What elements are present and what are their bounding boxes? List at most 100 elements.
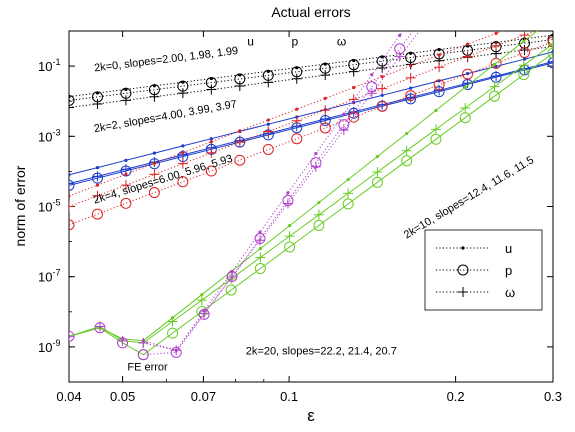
point-2k-20-omega: [366, 88, 377, 99]
point-2k-20-omega: [423, 15, 433, 25]
legend-entry-u: u: [436, 241, 512, 256]
point-2k-10-p: [284, 241, 296, 253]
y-axis-label: norm of error: [12, 165, 28, 246]
point-2k-10-p: [371, 176, 383, 188]
point-2k-10-u: [463, 85, 467, 90]
point-2k-10-u: [434, 108, 438, 113]
annotation-ann-k0: 2k=0, slopes=2.00, 1.98, 1.99: [94, 45, 239, 75]
annotation-hdr-w: ω: [337, 35, 346, 49]
legend-box: [424, 229, 543, 311]
annotation-ann-k2: 2k=2, slopes=4.00, 3.99, 3.97: [93, 98, 238, 135]
series-line-2k-2-u: [69, 51, 553, 176]
point-2k-0-omega: [69, 102, 74, 113]
point-2k-10-p: [401, 155, 413, 167]
point-2k-4-p: [69, 219, 75, 231]
point-2k-0-omega: [519, 45, 530, 56]
point-2k-4-p: [148, 187, 160, 199]
series-layer: [69, 15, 554, 361]
point-2k-2-u: [465, 72, 470, 76]
point-2k-4-omega: [320, 105, 331, 116]
point-2k-10-omega: [401, 145, 412, 156]
legend-marker: [458, 287, 468, 297]
point-2k-4-p: [376, 100, 388, 112]
point-2k-20-u: [370, 73, 374, 77]
point-2k-4-p: [519, 47, 531, 59]
series-line-2k-20-omega: [175, 31, 420, 351]
point-2k-2-u: [209, 137, 213, 141]
point-2k-4-p: [120, 197, 132, 209]
point-2k-4-omega: [206, 147, 217, 158]
point-2k-2-u: [124, 158, 128, 162]
point-2k-4-omega: [234, 137, 245, 148]
point-2k-4-u: [352, 85, 356, 90]
point-2k-2-u: [551, 50, 553, 54]
fe-error-line-omega: [69, 325, 144, 344]
point-2k-10-omega: [343, 188, 354, 199]
point-2k-10-omega: [460, 102, 471, 113]
x-tick-label-4: 0.2: [447, 389, 465, 404]
point-2k-4-omega: [149, 169, 160, 180]
point-2k-4-u: [380, 75, 384, 79]
point-2k-4-u: [409, 64, 413, 68]
point-2k-4-u: [295, 107, 299, 111]
series-line-2k-0-omega: [69, 45, 553, 108]
point-2k-4-u: [266, 118, 270, 122]
series-line-2k-4-u: [69, 31, 504, 197]
k20-tail-group: [143, 340, 177, 356]
x-tick-label-3: 0.1: [280, 389, 298, 404]
point-2k-20-omega: [227, 271, 238, 282]
chart-title: Actual errors: [271, 4, 350, 20]
y-tick-label-0: 10-9: [38, 338, 60, 355]
point-2k-4-p: [262, 143, 274, 155]
point-2k-10-u: [551, 17, 554, 20]
point-2k-10-u: [258, 247, 262, 251]
point-2k-4-u: [238, 129, 242, 133]
point-2k-4-omega: [120, 180, 131, 191]
point-2k-4-omega: [92, 190, 103, 201]
point-2k-4-p: [490, 57, 502, 69]
point-2k-0-omega: [377, 62, 388, 73]
point-2k-2-omega: [120, 164, 131, 175]
point-2k-4-p: [462, 68, 474, 80]
point-2k-10-p: [196, 306, 208, 318]
legend-label: u: [505, 241, 512, 256]
point-2k-10-u: [522, 39, 526, 43]
point-2k-10-p: [254, 263, 266, 275]
point-2k-2-omega: [548, 56, 553, 67]
point-2k-20-omega: [310, 161, 321, 172]
point-2k-0-omega: [234, 80, 245, 91]
x-tick-label-0: 0.04: [56, 389, 81, 404]
x-tick-label-1: 0.05: [110, 389, 135, 404]
legend-entry-p: p: [436, 263, 512, 278]
point-2k-0-omega: [348, 66, 359, 77]
point-2k-2-omega: [320, 114, 331, 125]
point-2k-20-omega: [171, 345, 182, 356]
annotation-ann-k4: 2k=4, slopes=6.00, 5.96, 5.93: [92, 153, 234, 207]
fe-error-point-omega: [69, 331, 74, 342]
y-tick-label-3: 10-3: [38, 127, 60, 144]
point-2k-10-omega: [196, 295, 207, 306]
point-2k-4-omega: [462, 51, 473, 62]
annotation-ann-fe: FE error: [127, 362, 168, 374]
point-2k-2-omega: [491, 70, 502, 81]
fe-error-point-p: [137, 349, 149, 361]
point-2k-10-omega: [489, 81, 500, 92]
point-2k-10-omega: [548, 38, 553, 49]
x-axis: 0.04 0.05 0.07 0.1 0.2 0.3: [56, 31, 562, 404]
k20-tail-line-omega: [143, 342, 177, 351]
point-2k-4-u: [437, 53, 441, 57]
k20-tail-line-u: [143, 340, 177, 351]
point-2k-10-omega: [284, 231, 295, 242]
point-2k-2-u: [266, 122, 270, 126]
point-2k-4-u: [152, 161, 157, 166]
point-2k-4-omega: [434, 62, 445, 73]
point-2k-10-p: [225, 284, 237, 296]
y-tick-label-2: 10-5: [38, 198, 60, 215]
x-tick-label-2: 0.07: [191, 389, 216, 404]
x-axis-label: ε: [307, 406, 315, 425]
point-2k-2-u: [181, 144, 185, 148]
point-2k-4-p: [547, 36, 553, 48]
point-2k-20-u: [258, 230, 262, 234]
point-2k-4-omega: [377, 83, 388, 94]
